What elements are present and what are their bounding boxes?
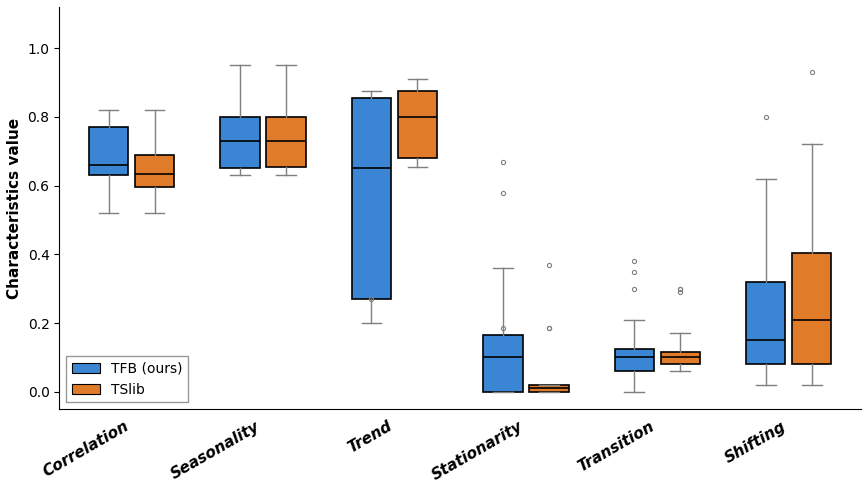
PathPatch shape [89,127,128,175]
PathPatch shape [615,349,654,371]
PathPatch shape [220,117,260,169]
Y-axis label: Characteristics value: Characteristics value [7,118,22,298]
PathPatch shape [352,98,391,299]
PathPatch shape [266,117,306,167]
PathPatch shape [746,282,786,365]
PathPatch shape [483,335,523,392]
PathPatch shape [135,155,174,187]
PathPatch shape [661,352,700,365]
Legend: TFB (ours), TSlib: TFB (ours), TSlib [66,356,187,402]
PathPatch shape [529,385,569,392]
PathPatch shape [792,253,832,365]
PathPatch shape [398,91,437,158]
